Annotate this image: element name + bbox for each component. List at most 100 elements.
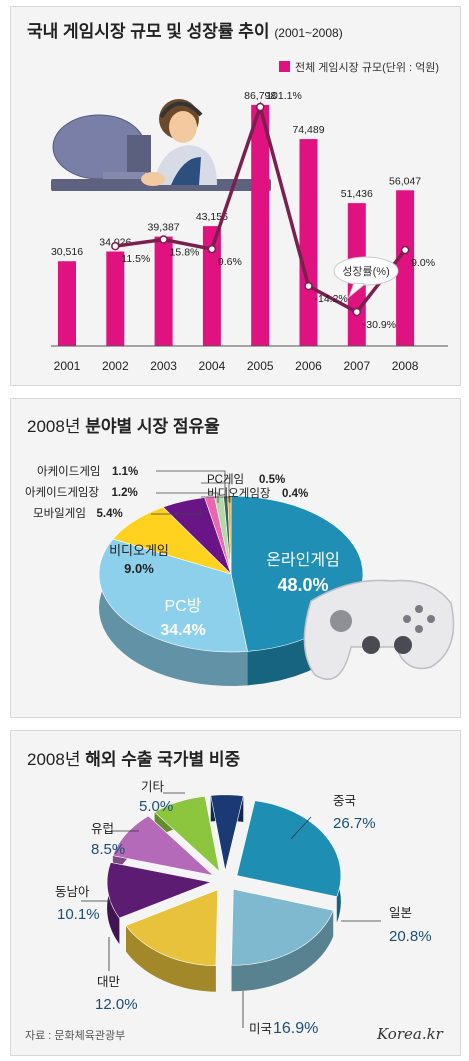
export-slice-중국 [236,800,342,898]
share-value-모바일게임: 5.4% [97,508,123,520]
share-value-아케이드게임장: 1.2% [112,487,138,499]
share-leader-PC게임 [201,482,230,502]
export-title-main: 해외 수출 국가별 비중 [85,750,241,769]
share-leader-비디오게임장 [201,496,231,503]
growth-label-2008: 9.0% [411,257,435,269]
share-slice-모바일게임 [162,497,232,575]
brand-logo: Korea.kr [376,1025,444,1043]
x-tick-2006: 2006 [295,359,322,373]
export-slice-side-일본 [231,910,334,992]
share-label-아케이드게임: 아케이드게임 [37,465,100,478]
export-chart-panel: 2008년 해외 수출 국가별 비중 중국 26.7% 일본 20.8% 미국 16.9%… [10,730,461,1056]
export-label-미국: 미국 [249,1022,272,1036]
market-title-main: 국내 게임시장 규모 및 성장률 추이 [27,22,270,41]
export-title-year: 2008년 [27,750,81,769]
export-chart-title: 2008년 해외 수출 국가별 비중 [27,745,240,770]
share-slice-PC방 [98,538,248,653]
growth-callout: 성장률(%) [333,256,399,299]
share-value-PC게임: 0.5% [259,474,285,486]
share-leader-모바일게임 [151,509,202,515]
share-label-모바일게임: 모바일게임 [33,506,86,520]
share-label-PC게임: PC게임 [207,473,244,486]
x-tick-2004: 2004 [199,359,226,373]
export-slice-일본 [231,888,334,966]
growth-label-2006: -14.2% [315,293,348,305]
export-value-미국: 16.9% [273,1020,318,1037]
share-label-pcbang: PC방 [165,597,202,615]
share-label-아케이드게임장: 아케이드게임장 [25,486,99,499]
export-slice-기타 [210,794,244,871]
x-tick-2003: 2003 [150,359,177,373]
growth-label-2005: 101.1% [266,90,302,102]
growth-label-2003: 15.8% [170,246,200,258]
x-tick-2007: 2007 [343,359,370,373]
gamer-illustration [51,99,271,191]
export-value-대만: 12.0% [95,996,138,1013]
export-value-동남아: 10.1% [57,906,100,923]
growth-point-2008 [400,245,410,255]
share-chart-title: 2008년 분야별 시장 점유율 [27,412,220,437]
share-value-비디오게임장: 0.4% [282,488,308,500]
share-slice-아케이드게임 [214,495,232,575]
export-value-기타: 5.0% [139,798,173,815]
export-label-일본: 일본 [389,906,412,920]
bar-label-2001: 30,516 [51,246,83,258]
bar-label-2007: 51,436 [341,188,373,200]
export-value-일본: 20.8% [389,928,432,945]
growth-point-2007 [352,307,362,317]
x-tick-2005: 2005 [247,359,274,373]
share-slice-비디오게임 [112,506,232,575]
share-value-video: 9.0% [124,561,154,576]
bar-label-2005: 86,798 [244,90,276,102]
legend-swatch [279,61,290,72]
export-slice-유럽 [154,796,220,873]
share-label-비디오게임장: 비디오게임장 [207,487,271,500]
bar-label-2008: 56,047 [389,175,421,187]
bar-label-2003: 39,387 [148,222,180,234]
legend-label: 전체 게임시장 규모(단위 : 억원) [295,61,439,74]
share-leader-아케이드게임장 [156,492,219,503]
export-value-유럽: 8.5% [91,841,125,858]
source-note: 자료 : 문화체육관광부 [25,1029,125,1042]
bar-2003 [154,236,173,346]
growth-point-2005 [255,102,265,112]
growth-point-2004 [207,244,217,254]
export-value-중국: 26.7% [333,815,376,832]
share-leader-아케이드게임 [156,470,226,502]
game-controller-icon [303,579,455,680]
x-tick-2008: 2008 [392,359,419,373]
growth-label-2007: -30.9% [363,319,396,331]
export-slice-대만 [106,862,213,919]
share-chart-panel: 2008년 분야별 시장 점유율 온라인게임 48.0% PC방 34.4% 비디오게임… [10,398,461,718]
share-value-pcbang: 34.4% [160,622,205,639]
share-slice-side-PC방 [99,539,248,686]
market-chart-panel: 국내 게임시장 규모 및 성장률 추이 (2001~2008) 전체 게임시장 … [10,6,461,386]
share-slice-PC게임 [223,495,232,575]
market-title-range: (2001~2008) [274,26,343,40]
share-title-year: 2008년 [27,417,81,436]
export-label-기타: 기타 [141,780,165,794]
export-leader-중국 [290,816,312,840]
export-label-중국: 중국 [333,794,356,808]
share-value-아케이드게임: 1.1% [112,466,138,478]
share-pie-svg: 온라인게임 48.0% PC방 34.4% 비디오게임 9.0% 아케이드게임 1.1% 아케… [25,465,455,686]
growth-point-2006 [304,281,313,291]
growth-point-2002 [111,241,120,251]
bar-2002 [106,251,125,346]
bar-2001 [58,261,76,346]
growth-point-2003 [159,235,168,244]
bar-2008 [396,190,415,346]
growth-callout-label: 성장률(%) [342,265,389,278]
share-label-online: 온라인게임 [266,551,340,569]
export-pie-svg: 중국 26.7% 일본 20.8% 미국 16.9% 대만 12.0% 동남아 10.1% 유럽 8.… [25,780,444,1043]
export-label-유럽: 유럽 [91,822,114,836]
x-tick-2001: 2001 [54,359,81,373]
export-slice-side-미국 [126,925,216,992]
share-label-video: 비디오게임 [109,543,169,558]
bar-2006 [299,139,318,346]
growth-label-2004: 9.6% [218,256,242,268]
export-slice-미국 [125,889,219,967]
bar-label-2006: 74,489 [292,124,324,136]
growth-label-2002: 11.5% [121,253,150,265]
bar-2004 [202,226,221,346]
